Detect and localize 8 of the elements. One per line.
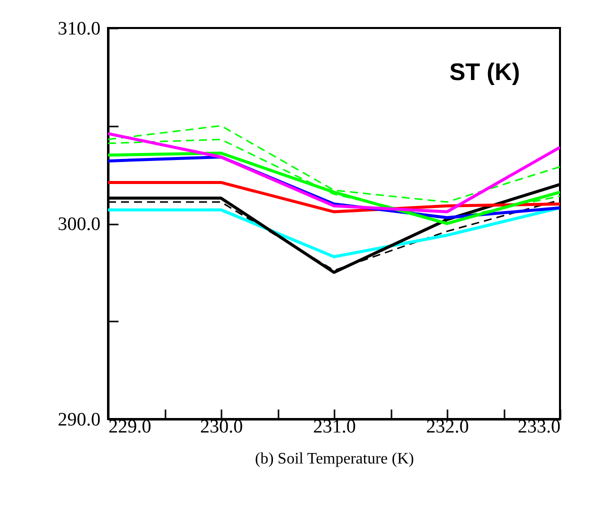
x-axis-title: (b) Soil Temperature (K) (255, 450, 414, 468)
line-series (108, 206, 560, 258)
text: ST (K) (449, 59, 520, 86)
line-series (108, 132, 560, 214)
x-tick-label: 229.0 (108, 416, 152, 438)
y-tick-label: 300.0 (58, 214, 100, 235)
y-tick-label: 310.0 (58, 18, 100, 40)
y-tick-label: 290.0 (58, 410, 100, 430)
